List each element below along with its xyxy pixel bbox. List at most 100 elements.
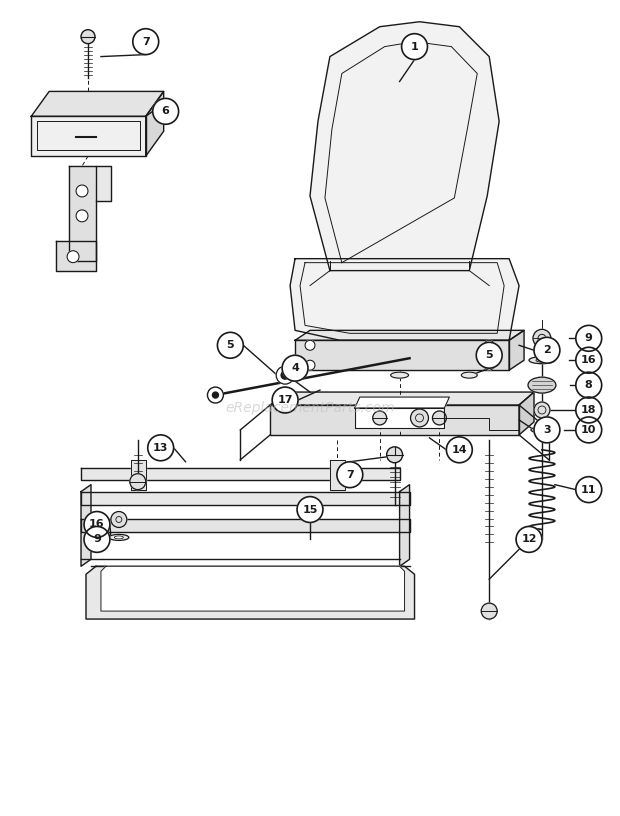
Circle shape xyxy=(297,497,323,522)
Polygon shape xyxy=(96,166,111,201)
Circle shape xyxy=(133,29,159,55)
Circle shape xyxy=(402,33,427,60)
Text: 2: 2 xyxy=(543,345,551,355)
Polygon shape xyxy=(295,330,524,340)
Text: 7: 7 xyxy=(142,37,149,47)
Ellipse shape xyxy=(528,377,556,393)
Text: 1: 1 xyxy=(410,42,418,51)
Text: 11: 11 xyxy=(581,485,596,494)
Circle shape xyxy=(337,462,363,488)
Circle shape xyxy=(305,360,315,370)
Text: 3: 3 xyxy=(543,425,551,435)
Ellipse shape xyxy=(537,428,547,432)
Polygon shape xyxy=(81,485,91,566)
Circle shape xyxy=(76,210,88,222)
Polygon shape xyxy=(101,566,405,611)
Text: eReplacementParts.com: eReplacementParts.com xyxy=(225,401,395,415)
Circle shape xyxy=(576,397,601,423)
Text: 9: 9 xyxy=(93,534,101,544)
Text: 13: 13 xyxy=(153,443,169,453)
Circle shape xyxy=(208,387,223,403)
Text: 18: 18 xyxy=(581,405,596,415)
Circle shape xyxy=(153,99,179,124)
Text: 16: 16 xyxy=(581,355,596,366)
Circle shape xyxy=(76,185,88,197)
Circle shape xyxy=(534,337,560,363)
Polygon shape xyxy=(270,392,534,405)
Text: 12: 12 xyxy=(521,534,537,544)
Ellipse shape xyxy=(529,357,555,364)
Polygon shape xyxy=(355,397,450,408)
Polygon shape xyxy=(509,330,524,370)
Polygon shape xyxy=(86,566,415,619)
Polygon shape xyxy=(69,166,96,260)
Polygon shape xyxy=(355,408,445,428)
Circle shape xyxy=(282,355,308,381)
Text: 6: 6 xyxy=(162,106,170,117)
Text: 5: 5 xyxy=(226,340,234,350)
Ellipse shape xyxy=(461,372,477,378)
Circle shape xyxy=(534,417,560,443)
Polygon shape xyxy=(81,468,400,480)
Polygon shape xyxy=(330,459,345,490)
Circle shape xyxy=(148,435,174,461)
Circle shape xyxy=(81,29,95,43)
Circle shape xyxy=(276,366,294,384)
Circle shape xyxy=(281,371,289,379)
Text: 9: 9 xyxy=(585,333,593,344)
Text: 10: 10 xyxy=(581,425,596,435)
Circle shape xyxy=(387,447,402,463)
Text: 5: 5 xyxy=(485,350,493,360)
Circle shape xyxy=(576,372,601,398)
Circle shape xyxy=(410,409,428,427)
Circle shape xyxy=(218,332,243,358)
Polygon shape xyxy=(146,91,164,156)
Circle shape xyxy=(533,330,551,348)
Polygon shape xyxy=(131,459,146,490)
Circle shape xyxy=(534,402,550,418)
Polygon shape xyxy=(519,392,534,435)
Ellipse shape xyxy=(109,534,129,540)
Circle shape xyxy=(516,526,542,552)
Polygon shape xyxy=(81,491,410,504)
Polygon shape xyxy=(31,91,164,117)
Text: 14: 14 xyxy=(451,445,467,455)
Circle shape xyxy=(481,603,497,619)
Circle shape xyxy=(67,251,79,263)
Circle shape xyxy=(373,411,387,425)
Polygon shape xyxy=(270,405,519,435)
Text: 16: 16 xyxy=(89,520,105,530)
Text: 4: 4 xyxy=(291,363,299,373)
Circle shape xyxy=(576,326,601,351)
Ellipse shape xyxy=(531,427,553,432)
Circle shape xyxy=(576,477,601,503)
Circle shape xyxy=(576,417,601,443)
Circle shape xyxy=(476,342,502,368)
Circle shape xyxy=(446,437,472,463)
Ellipse shape xyxy=(536,358,548,362)
Text: 17: 17 xyxy=(277,395,293,405)
Circle shape xyxy=(84,512,110,538)
Ellipse shape xyxy=(391,372,409,378)
Circle shape xyxy=(272,387,298,413)
Text: 8: 8 xyxy=(585,380,593,390)
Polygon shape xyxy=(31,117,146,156)
Polygon shape xyxy=(81,520,410,532)
Circle shape xyxy=(213,392,218,398)
Polygon shape xyxy=(56,241,96,271)
Circle shape xyxy=(432,411,446,425)
Circle shape xyxy=(484,340,494,350)
Circle shape xyxy=(84,526,110,552)
Circle shape xyxy=(484,360,494,370)
Circle shape xyxy=(130,474,146,490)
Circle shape xyxy=(576,348,601,373)
Text: 7: 7 xyxy=(346,470,353,480)
Text: 15: 15 xyxy=(303,504,317,515)
Polygon shape xyxy=(310,22,499,271)
Polygon shape xyxy=(295,340,509,370)
Polygon shape xyxy=(290,259,519,340)
Ellipse shape xyxy=(114,536,123,539)
Circle shape xyxy=(305,340,315,350)
Polygon shape xyxy=(400,485,410,566)
Circle shape xyxy=(111,512,127,527)
